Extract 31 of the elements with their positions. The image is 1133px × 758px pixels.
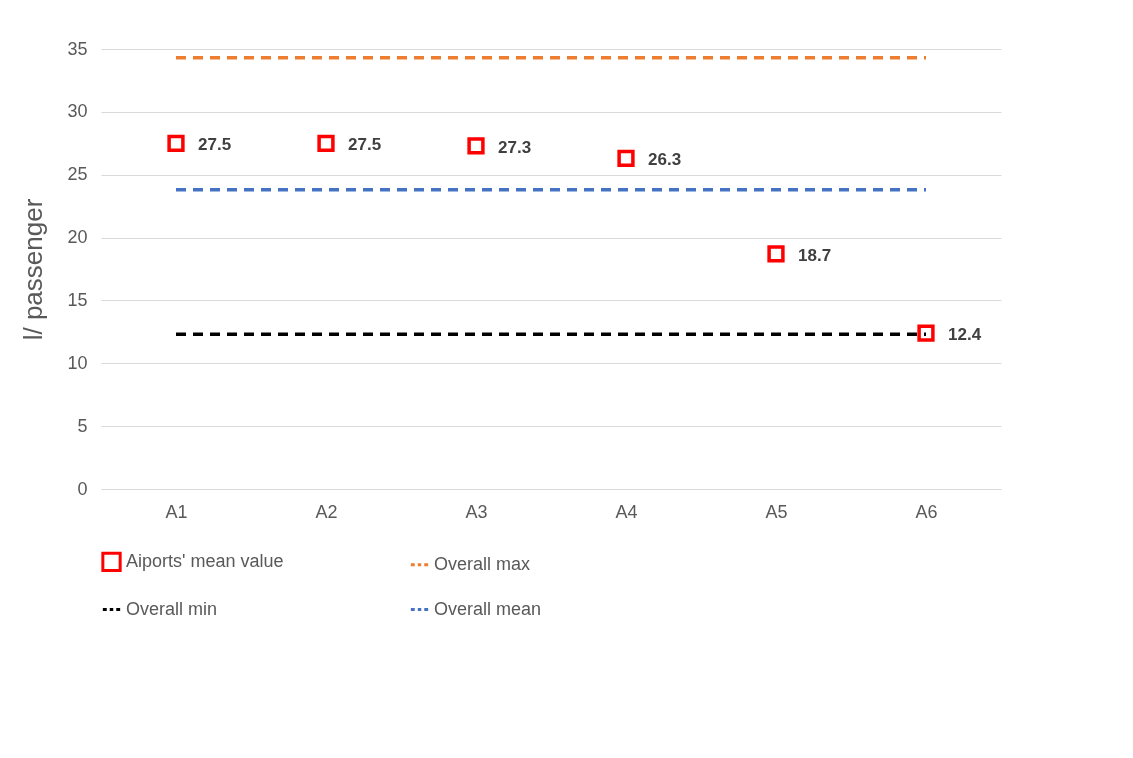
- x-tick-label: A5: [765, 501, 788, 522]
- point: [917, 324, 935, 342]
- legend-label: Overall max: [434, 553, 531, 574]
- y-tick-label: 15: [67, 289, 88, 310]
- data-label: 27.5: [348, 135, 382, 155]
- data-label: 12.4: [948, 325, 982, 345]
- data-label: 26.3: [648, 150, 682, 170]
- data-label: 18.7: [798, 245, 832, 265]
- x-tick-label: A6: [915, 501, 938, 522]
- point: [317, 134, 335, 152]
- point: [617, 149, 635, 168]
- point: [767, 245, 785, 263]
- y-tick-label: 25: [67, 164, 88, 185]
- y-tick-label: 30: [67, 101, 88, 122]
- legend-label: Overall mean: [434, 598, 542, 619]
- x-tick-label: A3: [465, 501, 488, 522]
- legend-label: Aiports' mean value: [126, 550, 284, 571]
- data-label: 27.3: [498, 137, 532, 157]
- y-axis-title: l/ passenger: [18, 198, 49, 341]
- x-tick-label: A1: [165, 501, 188, 522]
- point: [167, 134, 185, 152]
- y-tick-label: 35: [67, 38, 88, 59]
- y-tick-label: 10: [67, 352, 88, 373]
- y-tick-label: 0: [77, 478, 88, 499]
- data-label: 27.5: [198, 135, 232, 155]
- point: [467, 137, 485, 155]
- y-tick-label: 20: [67, 227, 88, 248]
- x-tick-label: A2: [315, 501, 338, 522]
- y-tick-label: 5: [77, 415, 88, 436]
- legend-label: Overall min: [126, 598, 218, 619]
- x-tick-label: A4: [615, 501, 638, 522]
